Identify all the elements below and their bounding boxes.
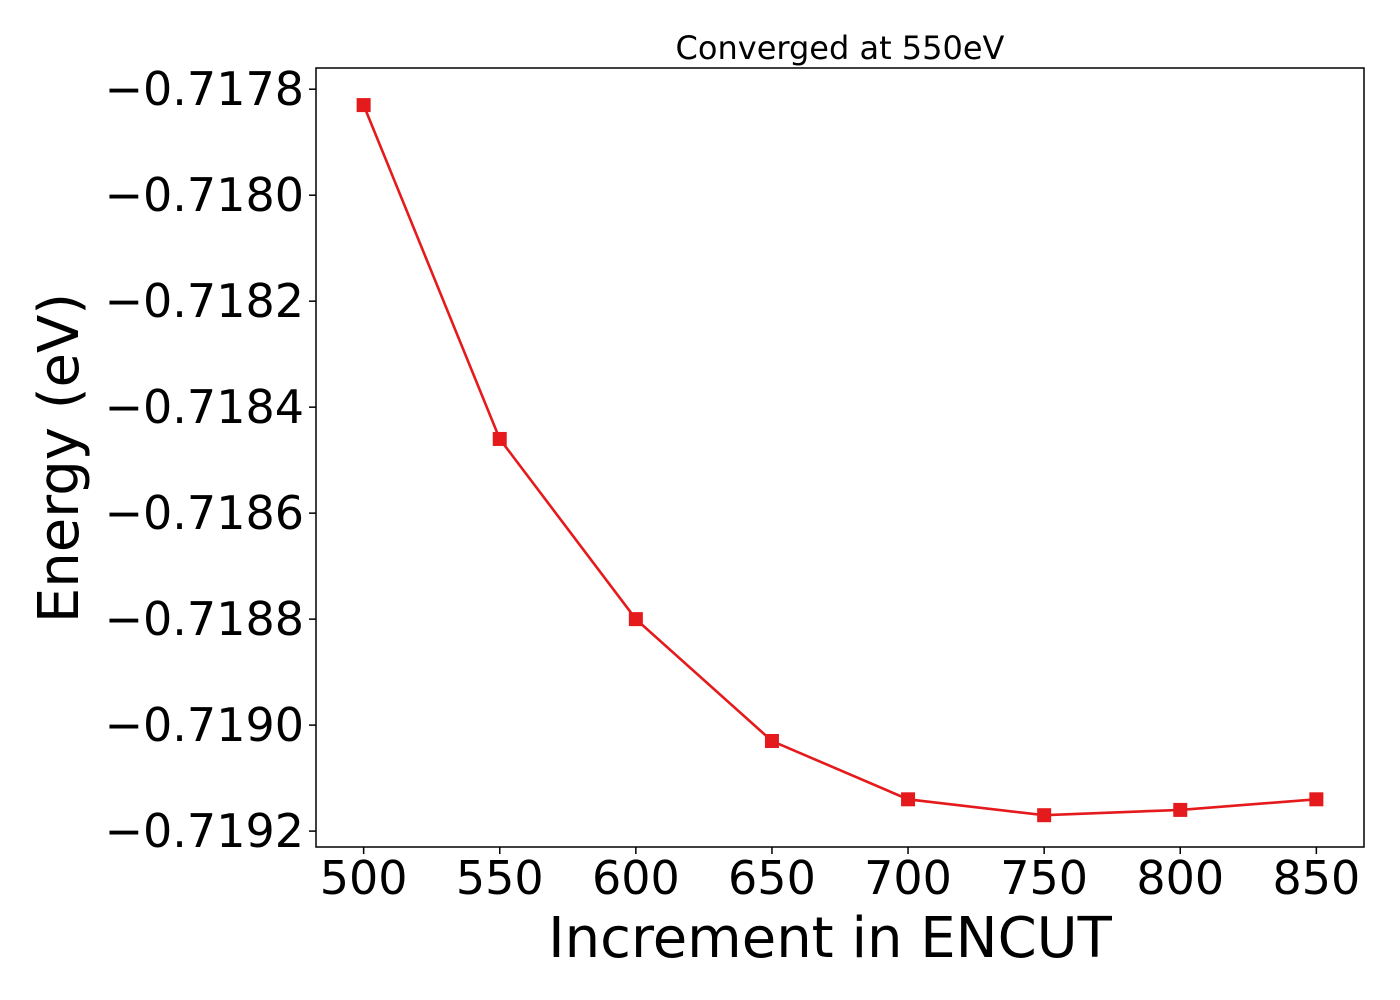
- y-tick-label: −0.7178: [105, 62, 305, 116]
- x-tick-label: 550: [456, 851, 544, 905]
- data-point-marker: [1173, 802, 1188, 817]
- series-line: [362, 104, 1317, 817]
- series-layer: [356, 98, 1324, 823]
- x-tick-label: 600: [592, 851, 680, 905]
- y-tick-label: −0.7188: [105, 592, 305, 646]
- y-tick-label: −0.7182: [105, 274, 305, 328]
- chart-title: Converged at 550eV: [676, 29, 1005, 67]
- x-tick-label: 650: [728, 851, 816, 905]
- y-tick-label: −0.7180: [105, 168, 305, 222]
- x-axis-label: Increment in ENCUT: [548, 906, 1113, 971]
- x-axis-ticks: 500 550 600 650 700 750 800 850: [320, 847, 1360, 905]
- x-tick-label: 700: [864, 851, 952, 905]
- x-tick-label: 850: [1272, 851, 1360, 905]
- y-tick-label: −0.7192: [105, 804, 305, 858]
- x-tick-label: 800: [1136, 851, 1224, 905]
- data-point-marker: [1309, 792, 1324, 807]
- y-axis-ticks: −0.7178 −0.7180 −0.7182 −0.7184 −0.7186 −0.71…: [105, 62, 316, 858]
- y-tick-label: −0.7190: [105, 698, 305, 752]
- y-tick-label: −0.7184: [105, 380, 305, 434]
- data-point-marker: [901, 792, 916, 807]
- data-point-marker: [1037, 808, 1052, 823]
- data-point-marker: [356, 98, 371, 113]
- data-point-marker: [628, 612, 643, 627]
- data-point-marker: [764, 734, 779, 749]
- y-axis-label: Energy (eV): [27, 293, 92, 623]
- y-tick-label: −0.7186: [105, 486, 305, 540]
- data-point-marker: [492, 431, 507, 446]
- plot-area-frame: [315, 67, 1365, 848]
- x-tick-label: 750: [1000, 851, 1088, 905]
- x-tick-label: 500: [320, 851, 408, 905]
